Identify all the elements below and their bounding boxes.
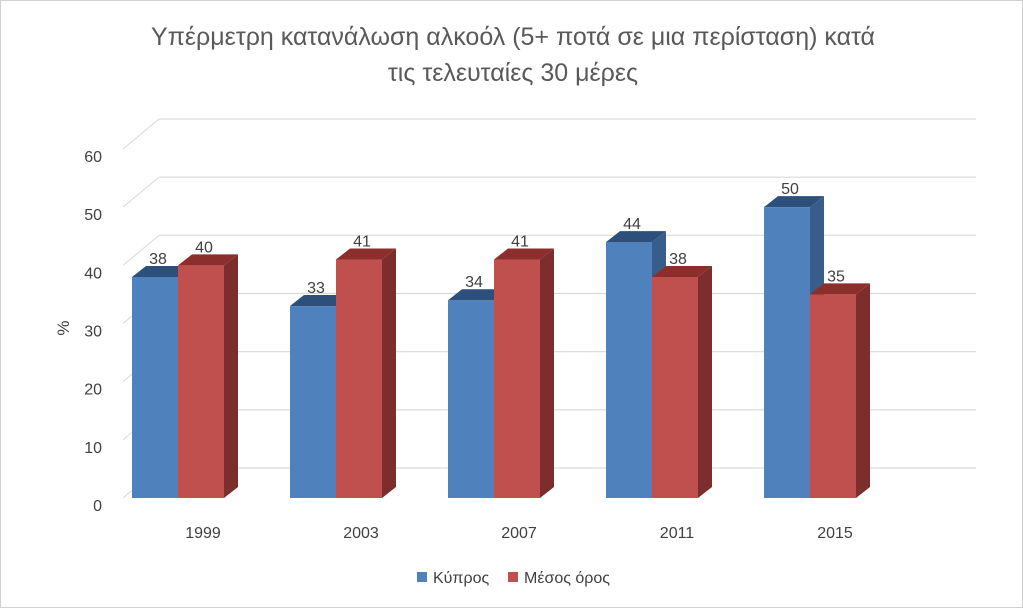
data-label: 33 [307, 280, 325, 297]
bar [290, 306, 336, 498]
y-tick-label: 30 [84, 324, 102, 341]
data-labels: 38 40 33 41 34 41 44 38 50 35 [149, 181, 845, 297]
bar-side [382, 248, 396, 498]
legend-swatch-mesos-oros [508, 572, 518, 582]
legend-label-kypros: Κύπρος [433, 570, 489, 587]
data-label: 38 [149, 251, 167, 268]
y-tick-label: 40 [84, 265, 102, 282]
bar-top [336, 248, 396, 260]
x-tick-label: 2011 [660, 525, 695, 542]
y-tick-label: 0 [93, 498, 102, 515]
y-tick-label: 10 [84, 440, 102, 457]
bars [132, 196, 870, 499]
legend-label-mesos-oros: Μέσος όρος [524, 570, 610, 587]
bar-top [290, 295, 350, 307]
data-label: 40 [195, 239, 213, 256]
gridline-depth [122, 234, 160, 266]
bar [810, 294, 856, 498]
bar-side [224, 254, 238, 498]
x-tick-label: 2003 [343, 525, 379, 542]
bar [652, 276, 698, 498]
bar-top [132, 265, 192, 277]
gridline-depth [122, 176, 160, 208]
y-axis-label: % [54, 320, 73, 335]
data-label: 41 [353, 234, 371, 251]
x-axis-ticks: 1999 2003 2007 2011 2015 [185, 525, 853, 542]
data-label: 44 [623, 216, 641, 233]
bar-side [856, 283, 870, 498]
bar [448, 300, 494, 498]
x-tick-label: 2015 [817, 525, 853, 542]
bar [764, 207, 810, 498]
y-tick-label: 60 [84, 149, 102, 166]
x-tick-label: 1999 [185, 525, 221, 542]
legend: Κύπρος Μέσος όρος [417, 570, 610, 587]
bar [132, 276, 178, 498]
gridline-depth [122, 118, 160, 150]
bar [606, 242, 652, 498]
data-label: 50 [781, 181, 799, 198]
chart-title-line-2: τις τελευταίες 30 μέρες [388, 59, 638, 87]
bar-top [810, 283, 870, 295]
bar-top [448, 289, 508, 301]
bar-side [698, 265, 712, 498]
data-label: 41 [511, 234, 529, 251]
chart-title-line-1: Υπέρμετρη κατανάλωση αλκοόλ (5+ ποτά σε … [151, 23, 875, 51]
data-label: 35 [827, 268, 845, 285]
bar-top [606, 231, 666, 243]
bar-side [540, 248, 554, 498]
bar [178, 265, 224, 498]
data-label: 34 [465, 274, 483, 291]
bar [336, 259, 382, 498]
bar-top [764, 196, 824, 208]
bar-top [494, 248, 554, 260]
bar-top [652, 265, 712, 277]
data-label: 38 [669, 251, 687, 268]
y-axis-ticks: 0 10 20 30 40 50 60 [84, 149, 102, 515]
bar [494, 259, 540, 498]
x-tick-label: 2007 [501, 525, 537, 542]
bar-top [178, 254, 238, 266]
y-tick-label: 20 [84, 382, 102, 399]
legend-swatch-kypros [417, 572, 427, 582]
y-tick-label: 50 [84, 207, 102, 224]
